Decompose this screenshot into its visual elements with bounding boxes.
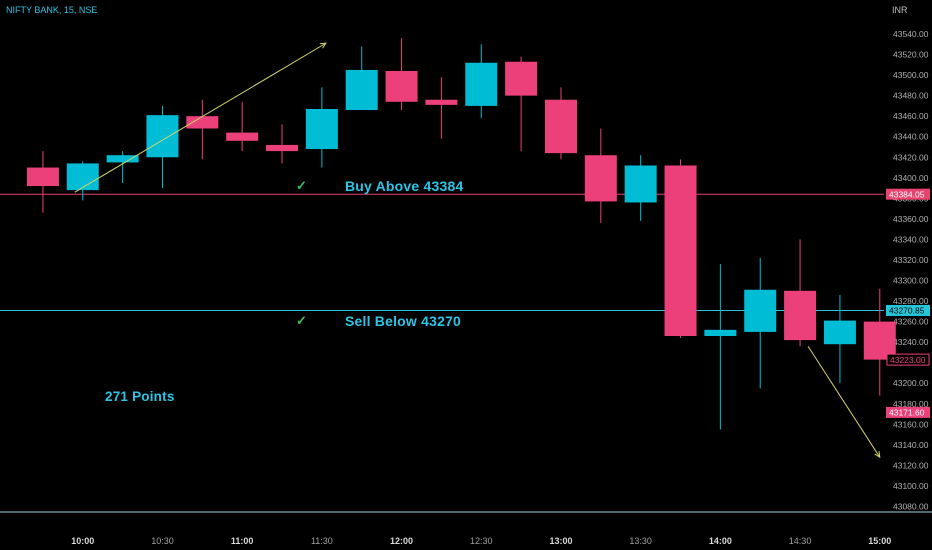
- points-label: 271 Points: [105, 389, 175, 404]
- x-tick-label: 12:00: [390, 536, 413, 546]
- x-tick-label: 12:30: [470, 536, 493, 546]
- x-tick-label: 13:00: [549, 536, 572, 546]
- y-tick-label: 43280.00: [893, 296, 929, 306]
- candle-body: [784, 290, 817, 341]
- candle-body: [425, 99, 458, 105]
- y-tick-label: 43180.00: [893, 399, 929, 409]
- currency-label: INR: [892, 5, 908, 15]
- y-tick-label: 43140.00: [893, 440, 929, 450]
- candle-body: [544, 99, 577, 154]
- x-tick-label: 15:00: [868, 536, 891, 546]
- y-tick-label: 43240.00: [893, 337, 929, 347]
- candle-body: [624, 165, 657, 203]
- candle-body: [385, 70, 418, 102]
- y-tick-label: 43440.00: [893, 132, 929, 142]
- candle-body: [66, 163, 99, 191]
- candle-body: [305, 108, 338, 150]
- checkmark-icon: ✓: [296, 313, 307, 328]
- candle-body: [226, 132, 259, 141]
- y-tick-label: 43520.00: [893, 50, 929, 60]
- y-tick-label: 43360.00: [893, 214, 929, 224]
- y-tick-label: 43120.00: [893, 460, 929, 470]
- candle-body: [266, 144, 299, 152]
- chart-symbol-title: NIFTY BANK, 15, NSE: [6, 5, 98, 15]
- y-tick-label: 43300.00: [893, 276, 929, 286]
- buy-level-tag-label: 43384.05: [889, 189, 925, 199]
- candle-body: [863, 321, 896, 360]
- candle-body: [186, 116, 219, 129]
- y-tick-label: 43420.00: [893, 152, 929, 162]
- candle-body: [823, 320, 856, 345]
- buy-above-label: Buy Above 43384: [345, 178, 464, 194]
- trend-arrow-line: [74, 42, 327, 193]
- sell-level-tag-label: 43270.85: [889, 306, 925, 316]
- last-price-label: 43223.00: [890, 355, 926, 365]
- sell-below-label: Sell Below 43270: [345, 313, 462, 329]
- candle-body: [505, 61, 538, 96]
- buy-level-tag: [886, 188, 930, 200]
- y-tick-label: 43540.00: [893, 29, 929, 39]
- price-tag: [886, 406, 930, 418]
- candle-body: [345, 69, 378, 111]
- y-tick-label: 43080.00: [893, 502, 929, 512]
- candle-body: [584, 155, 617, 202]
- x-tick-label: 11:00: [231, 536, 254, 546]
- x-tick-label: 10:30: [151, 536, 174, 546]
- candle-body: [26, 167, 59, 187]
- y-tick-label: 43200.00: [893, 378, 929, 388]
- x-tick-label: 13:30: [629, 536, 652, 546]
- y-tick-label: 43400.00: [893, 173, 929, 183]
- candle-body: [106, 155, 139, 163]
- candle-body: [744, 289, 777, 332]
- candle-body: [704, 329, 737, 336]
- candle-body: [146, 115, 179, 158]
- candle-body: [465, 62, 498, 106]
- price-tag-label: 43171.60: [889, 408, 925, 418]
- x-tick-label: 10:00: [71, 536, 94, 546]
- sell-level-tag: [886, 304, 930, 316]
- candle-body: [664, 165, 697, 336]
- y-tick-label: 43460.00: [893, 111, 929, 121]
- trend-arrow-head-icon: [319, 42, 327, 49]
- x-tick-label: 14:30: [789, 536, 812, 546]
- y-tick-label: 43480.00: [893, 91, 929, 101]
- y-tick-label: 43100.00: [893, 481, 929, 491]
- x-tick-label: 14:00: [709, 536, 732, 546]
- checkmark-icon: ✓: [296, 178, 307, 193]
- y-tick-label: 43340.00: [893, 234, 929, 244]
- y-tick-label: 43160.00: [893, 419, 929, 429]
- trend-arrow-line: [807, 345, 881, 458]
- last-price-tag: [886, 353, 930, 366]
- y-tick-label: 43260.00: [893, 317, 929, 327]
- x-tick-label: 11:30: [311, 536, 333, 546]
- trend-arrow-head-icon: [874, 451, 881, 459]
- y-tick-label: 43320.00: [893, 255, 929, 265]
- y-tick-label: 43500.00: [893, 70, 929, 80]
